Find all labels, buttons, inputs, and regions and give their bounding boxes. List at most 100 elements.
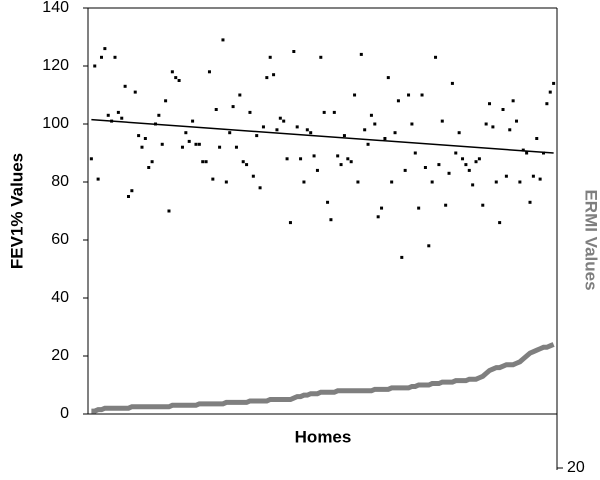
data-point xyxy=(93,64,97,68)
y-tick-label: 20 xyxy=(51,347,69,364)
data-point xyxy=(437,163,441,167)
data-point xyxy=(548,90,552,94)
data-point xyxy=(180,145,184,149)
data-point xyxy=(474,160,478,164)
data-point xyxy=(494,180,498,184)
data-point xyxy=(106,113,110,117)
data-point xyxy=(407,93,411,97)
data-point xyxy=(504,174,508,178)
data-point xyxy=(376,215,380,219)
data-point xyxy=(150,160,154,164)
data-point xyxy=(498,221,502,225)
data-point xyxy=(221,38,225,42)
data-point xyxy=(251,174,255,178)
data-point xyxy=(427,244,431,248)
data-point xyxy=(528,200,532,204)
data-point xyxy=(454,151,458,155)
data-point xyxy=(447,171,451,175)
data-point xyxy=(245,163,249,167)
data-point xyxy=(390,180,394,184)
data-point xyxy=(187,139,191,143)
data-point xyxy=(272,73,276,77)
data-point xyxy=(228,131,232,135)
data-point xyxy=(234,145,238,149)
data-point xyxy=(383,137,387,140)
data-point xyxy=(326,200,330,204)
data-point xyxy=(99,55,103,59)
data-point xyxy=(292,50,296,53)
data-point xyxy=(309,131,313,135)
y-tick-label: 120 xyxy=(42,57,69,74)
data-point xyxy=(430,180,434,184)
data-point xyxy=(255,134,259,138)
data-point xyxy=(123,84,127,88)
data-point xyxy=(137,134,141,138)
data-point xyxy=(538,177,542,181)
data-point xyxy=(285,157,289,161)
data-point xyxy=(133,90,137,94)
data-point xyxy=(488,102,492,106)
data-point xyxy=(552,81,556,85)
data-point xyxy=(224,180,228,184)
data-point xyxy=(103,47,107,51)
data-point xyxy=(268,55,272,59)
data-point xyxy=(336,154,340,158)
data-point xyxy=(353,93,357,97)
data-point xyxy=(359,52,363,56)
data-point xyxy=(143,137,147,140)
data-point xyxy=(363,128,367,132)
data-point xyxy=(282,119,286,123)
data-point xyxy=(329,218,333,222)
data-point xyxy=(369,113,373,117)
data-point xyxy=(386,76,390,80)
data-point xyxy=(241,160,245,164)
data-point xyxy=(231,105,235,109)
y-tick-label: 80 xyxy=(51,173,69,190)
data-point xyxy=(113,55,117,59)
data-point xyxy=(164,99,168,103)
data-point xyxy=(471,183,475,187)
data-point xyxy=(275,128,279,132)
data-point xyxy=(167,209,171,213)
data-point xyxy=(349,160,353,164)
data-point xyxy=(535,137,539,140)
data-point xyxy=(207,70,211,74)
data-point xyxy=(191,119,195,123)
data-point xyxy=(305,128,309,132)
data-point xyxy=(423,166,427,169)
y2-axis-title: ERMI Values xyxy=(582,189,600,290)
data-point xyxy=(477,157,481,161)
data-point xyxy=(531,174,535,178)
y-tick-label: 100 xyxy=(42,115,69,132)
data-point xyxy=(170,70,174,74)
data-point xyxy=(400,255,404,259)
data-point xyxy=(444,203,448,207)
data-point xyxy=(511,99,515,103)
data-point xyxy=(434,55,438,59)
data-point xyxy=(204,160,208,164)
data-point xyxy=(211,177,215,181)
data-point xyxy=(140,145,144,149)
data-point xyxy=(238,93,242,97)
data-point xyxy=(380,206,384,210)
data-point xyxy=(393,131,397,135)
data-point xyxy=(464,163,468,167)
data-point xyxy=(356,180,360,184)
data-point xyxy=(491,125,495,129)
y-axis-title: FEV1% Values xyxy=(7,153,26,269)
data-point xyxy=(346,157,350,161)
data-point xyxy=(201,160,205,164)
y-tick-label: 0 xyxy=(60,405,69,422)
data-point xyxy=(484,122,488,126)
data-point xyxy=(501,108,505,111)
y-tick-label: 140 xyxy=(42,0,69,16)
data-point xyxy=(218,145,222,149)
data-point xyxy=(194,142,198,146)
data-point xyxy=(319,55,323,59)
data-point xyxy=(373,122,377,126)
data-point xyxy=(278,116,282,120)
data-point xyxy=(410,122,414,126)
y-tick-label: 60 xyxy=(51,231,69,248)
trend-line xyxy=(91,118,554,154)
